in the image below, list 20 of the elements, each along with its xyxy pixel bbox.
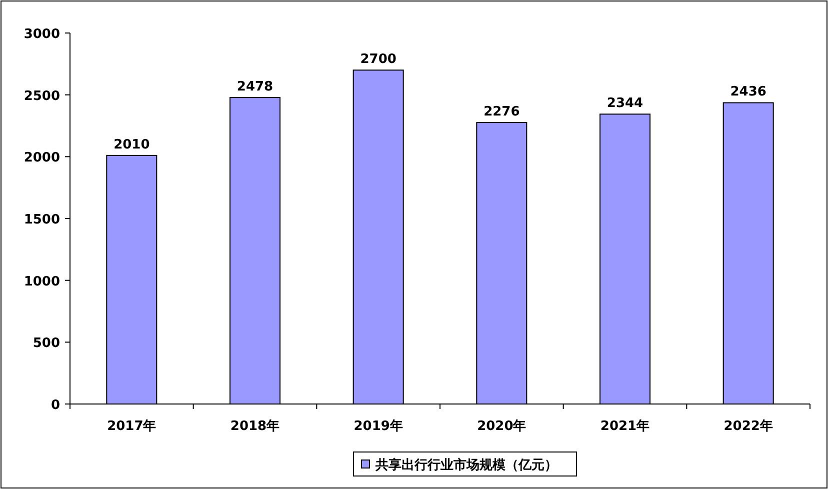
y-tick-label: 0: [50, 398, 60, 413]
data-label: 2276: [484, 104, 520, 120]
y-tick-label: 1500: [24, 212, 60, 228]
data-label: 2700: [360, 52, 396, 68]
y-tick-label: 500: [32, 336, 60, 352]
y-tick-label: 2500: [24, 88, 60, 104]
x-tick-label: 2017年: [107, 419, 156, 434]
y-tick-label: 2000: [24, 150, 60, 166]
data-label: 2344: [606, 96, 644, 112]
data-label: 2478: [236, 80, 274, 95]
legend-label: 共享出行行业市场规模（亿元）: [374, 457, 558, 473]
data-label: 2436: [730, 84, 766, 100]
y-tick-label: 3000: [24, 27, 60, 42]
x-tick-label: 2018年: [230, 419, 280, 434]
x-tick-label: 2019年: [354, 419, 403, 434]
x-tick-label: 2021年: [600, 419, 650, 434]
data-label: 2010: [114, 137, 150, 152]
x-tick-label: 2022年: [724, 419, 773, 434]
y-tick-label: 1000: [24, 274, 60, 290]
x-tick-label: 2020年: [477, 419, 526, 434]
